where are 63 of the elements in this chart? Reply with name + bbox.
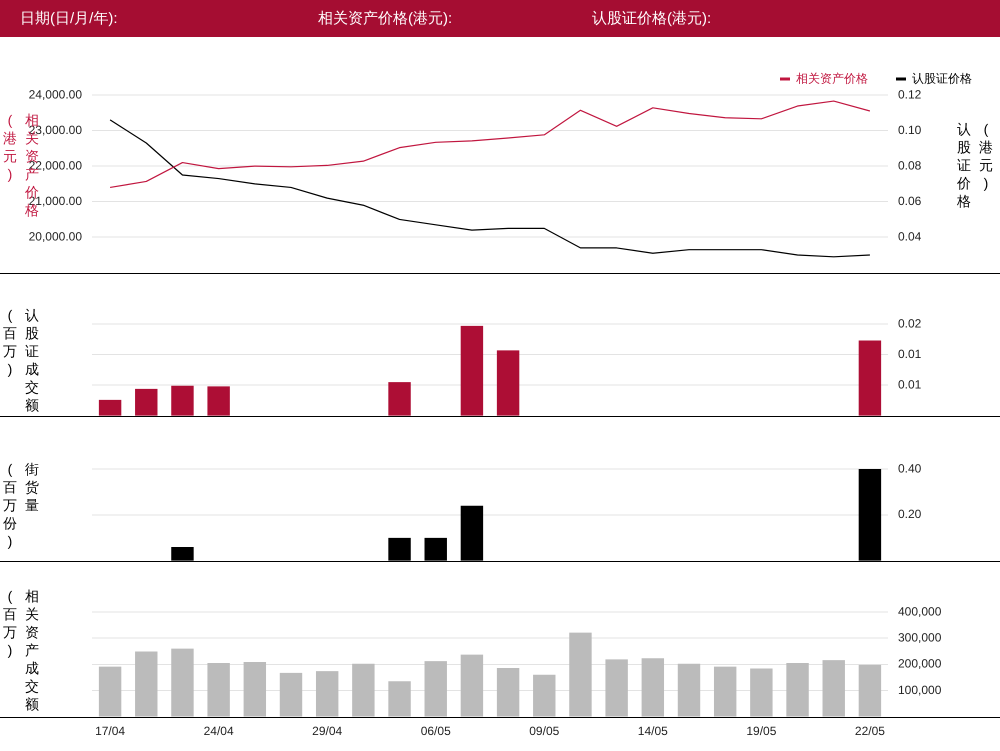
bar [678,664,700,717]
bar [280,672,302,717]
bar [171,648,194,717]
x-tick-label: 14/05 [638,724,668,738]
bar [388,382,411,416]
legend-label: 认股证价格 [912,71,972,86]
bar [822,660,845,717]
bar [858,340,882,416]
x-tick-label: 06/05 [420,724,452,738]
bar [316,671,338,717]
y2-tick-label: 0.06 [898,194,922,208]
bar [460,326,484,416]
y-tick-label: 24,000.00 [28,87,82,102]
bar [352,664,375,717]
y-tick-label: 300,000 [898,630,942,644]
bar [750,668,773,717]
y-tick-label: 400,000 [898,604,942,618]
bar [496,350,520,416]
bar [388,681,411,717]
bar [207,386,230,416]
y-tick-label: 0.40 [898,461,922,476]
bar [642,658,664,717]
y-tick-label: 0.20 [898,507,922,522]
y2-tick-label: 0.04 [898,230,922,244]
bar [244,662,266,717]
text: 相关资产成交额(百万) [3,588,39,712]
x-tick-label: 17/04 [95,724,126,738]
y-tick-label: 0.01 [898,346,922,361]
bar [424,661,447,717]
y2-tick-label: 0.12 [898,87,922,102]
bar [98,666,122,717]
x-tick-label: 24/04 [204,724,234,738]
text: 相关资产价格(港元): [318,9,452,28]
y2-tick-label: 0.10 [898,122,922,137]
bar [171,386,194,416]
bar [605,659,628,717]
bar [569,632,592,717]
y-tick-label: 20,000.00 [28,230,82,244]
bar [460,654,484,717]
y2-tick-label: 0.08 [898,158,922,172]
text: 日期(日/月/年): [20,9,118,28]
y-tick-label: 100,000 [898,682,942,697]
x-tick-label: 19/05 [746,724,777,738]
x-tick-label: 09/05 [529,724,560,738]
bar [135,388,158,416]
bar [786,662,809,717]
bar [858,664,882,717]
bar [496,668,520,717]
text: 认股证成交额(百万) [3,307,39,413]
x-tick-label: 29/04 [312,724,343,738]
bar [207,662,230,717]
y-tick-label: 0.01 [898,378,922,392]
bar [714,666,736,717]
y-tick-label: 0.02 [898,316,922,330]
text: 认股证价格(港元): [592,9,712,28]
text: 街货量(百万份) [3,461,39,549]
bar [533,674,556,717]
y-tick-label: 200,000 [898,656,942,671]
bar [98,400,122,416]
bar [135,651,158,717]
text: 认股证价格(港元) [957,121,993,209]
x-tick-label: 22/05 [854,724,886,738]
legend-label: 相关资产价格 [796,71,868,86]
